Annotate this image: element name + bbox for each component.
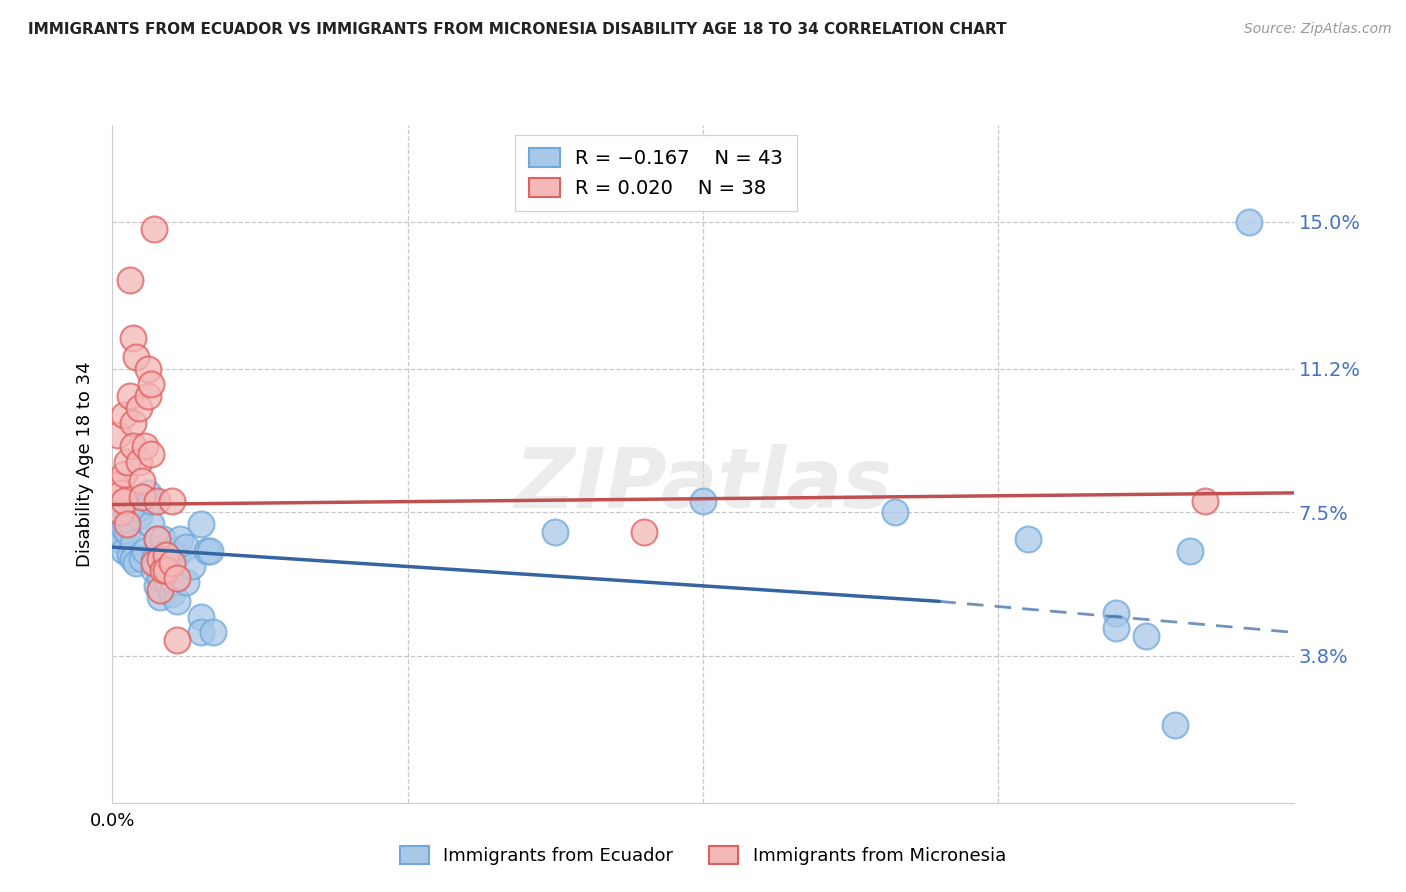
Point (884, 505, 907, 519)
Point (174, 574, 197, 589)
Point (122, 551, 145, 566)
Point (131, 475, 153, 489)
Point (142, 551, 165, 566)
Point (198, 544, 221, 558)
Point (131, 551, 153, 566)
Point (128, 455, 150, 469)
Point (117, 524, 138, 539)
Point (104, 516, 127, 531)
Point (136, 486, 159, 500)
Point (134, 544, 156, 558)
Text: ZIPatlas: ZIPatlas (515, 443, 891, 524)
Point (139, 447, 162, 461)
Point (117, 513, 138, 527)
Point (112, 521, 135, 535)
Point (1239, 215, 1261, 229)
Point (134, 439, 156, 453)
Point (112, 493, 135, 508)
Point (166, 571, 188, 585)
Point (160, 493, 183, 508)
Point (1017, 533, 1039, 547)
Point (104, 478, 127, 492)
Point (1164, 718, 1187, 732)
Point (166, 633, 188, 648)
Point (152, 563, 174, 577)
Point (139, 377, 162, 392)
Point (122, 416, 145, 430)
Point (142, 222, 165, 236)
Point (692, 493, 714, 508)
Point (160, 556, 183, 570)
Point (128, 501, 150, 516)
Point (152, 548, 174, 562)
Point (1105, 606, 1128, 620)
Point (110, 505, 132, 519)
Point (544, 524, 567, 539)
Text: 0.0%: 0.0% (90, 812, 135, 830)
Point (112, 409, 135, 423)
Point (149, 571, 172, 585)
Point (1194, 493, 1216, 508)
Point (142, 556, 165, 570)
Point (195, 544, 218, 558)
Point (128, 509, 150, 524)
Point (1105, 622, 1128, 636)
Point (163, 574, 186, 589)
Point (166, 594, 188, 608)
Point (169, 533, 191, 547)
Point (120, 389, 142, 403)
Legend: Immigrants from Ecuador, Immigrants from Micronesia: Immigrants from Ecuador, Immigrants from… (391, 838, 1015, 874)
Point (155, 571, 177, 585)
Point (131, 490, 153, 504)
Text: IMMIGRANTS FROM ECUADOR VS IMMIGRANTS FROM MICRONESIA DISABILITY AGE 18 TO 34 CO: IMMIGRANTS FROM ECUADOR VS IMMIGRANTS FR… (28, 22, 1007, 37)
Point (155, 563, 177, 577)
Point (142, 563, 165, 577)
Point (110, 486, 132, 500)
Point (139, 516, 162, 531)
Point (190, 516, 212, 531)
Point (160, 586, 183, 600)
Point (160, 563, 183, 577)
Point (122, 536, 145, 550)
Point (1178, 544, 1201, 558)
Point (122, 331, 145, 345)
Point (107, 533, 129, 547)
Point (125, 556, 148, 570)
Point (139, 493, 162, 508)
Point (128, 401, 150, 415)
Point (155, 548, 177, 562)
Point (152, 533, 174, 547)
Point (107, 427, 129, 442)
Point (122, 439, 145, 453)
Point (110, 528, 132, 542)
Point (181, 559, 204, 574)
Point (190, 625, 212, 640)
Point (166, 548, 188, 562)
Point (146, 493, 169, 508)
Point (120, 273, 142, 287)
Point (146, 533, 169, 547)
Point (120, 548, 142, 562)
Point (149, 551, 172, 566)
Legend: R = −0.167    N = 43, R = 0.020    N = 38: R = −0.167 N = 43, R = 0.020 N = 38 (515, 135, 797, 211)
Point (633, 524, 655, 539)
Point (1135, 629, 1157, 643)
Point (149, 591, 172, 605)
Point (146, 579, 169, 593)
Point (149, 582, 172, 597)
Point (146, 533, 169, 547)
Point (190, 610, 212, 624)
Point (201, 625, 224, 640)
Point (117, 516, 138, 531)
Point (112, 544, 135, 558)
Y-axis label: Disability Age 18 to 34: Disability Age 18 to 34 (76, 361, 94, 566)
Point (136, 362, 159, 376)
Point (112, 467, 135, 481)
Point (174, 540, 197, 554)
Text: Source: ZipAtlas.com: Source: ZipAtlas.com (1244, 22, 1392, 37)
Point (136, 389, 159, 403)
Point (125, 351, 148, 365)
Point (117, 455, 138, 469)
Point (157, 544, 180, 558)
